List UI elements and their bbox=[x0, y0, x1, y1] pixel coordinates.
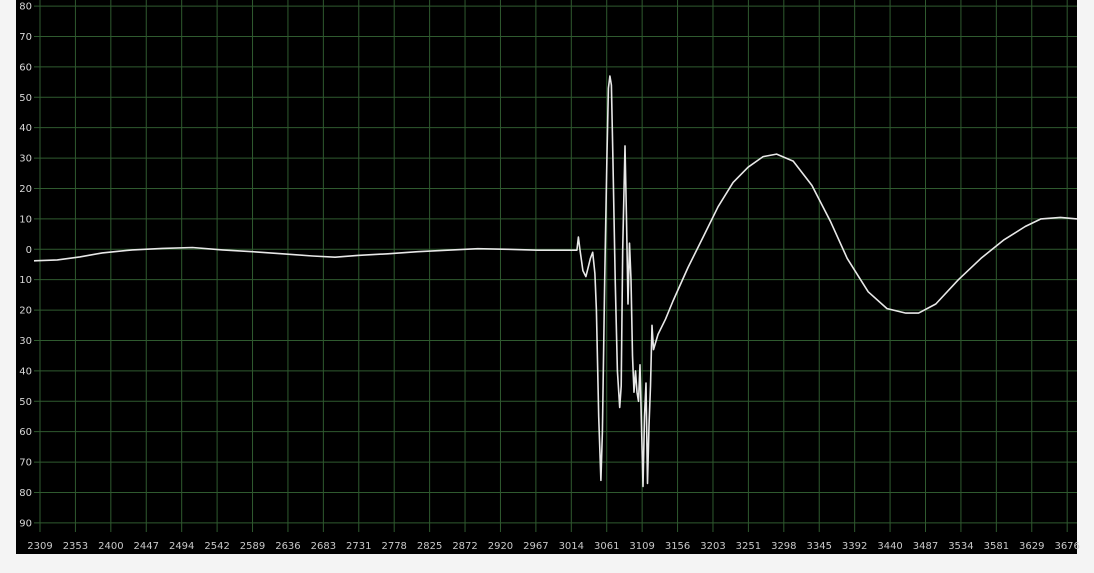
x-tick-label: 2542 bbox=[204, 541, 229, 552]
x-tick-label: 2967 bbox=[523, 541, 548, 552]
x-tick-label: 3440 bbox=[877, 541, 902, 552]
y-axis-ticks: 80 70 60 50 40 30 20 10 0 10 20 30 40 50 60 70 80 90 bbox=[19, 2, 32, 530]
grid bbox=[34, 0, 1077, 532]
x-tick-label: 3156 bbox=[665, 541, 690, 552]
series-line bbox=[33, 75, 1078, 488]
y-tick-label: 40 bbox=[19, 366, 32, 377]
y-tick-label: 0 bbox=[26, 245, 32, 256]
x-axis-ticks: 2309 2353 2400 2447 2494 2542 2589 2636 2683 2731… bbox=[27, 541, 1080, 552]
x-tick-label: 3109 bbox=[629, 541, 654, 552]
plot-background bbox=[16, 0, 1077, 532]
x-axis-band bbox=[16, 532, 1077, 554]
x-tick-label: 3581 bbox=[984, 541, 1009, 552]
x-tick-label: 2400 bbox=[98, 541, 123, 552]
x-tick-label: 3629 bbox=[1019, 541, 1044, 552]
y-tick-label: 40 bbox=[19, 123, 32, 134]
x-tick-label: 3203 bbox=[700, 541, 725, 552]
x-tick-label: 2731 bbox=[346, 541, 371, 552]
x-tick-label: 3345 bbox=[807, 541, 832, 552]
y-tick-label: 50 bbox=[19, 397, 32, 408]
x-tick-label: 3534 bbox=[948, 541, 973, 552]
x-tick-label: 3487 bbox=[913, 541, 938, 552]
x-tick-label: 2447 bbox=[134, 541, 159, 552]
x-tick-label: 2353 bbox=[63, 541, 88, 552]
y-tick-label: 20 bbox=[19, 306, 32, 317]
y-tick-label: 10 bbox=[19, 214, 32, 225]
y-tick-label: 10 bbox=[19, 275, 32, 286]
x-tick-label: 2872 bbox=[452, 541, 477, 552]
x-tick-label: 2589 bbox=[240, 541, 265, 552]
x-tick-label: 2636 bbox=[275, 541, 300, 552]
y-tick-label: 60 bbox=[19, 427, 32, 438]
x-tick-label: 2309 bbox=[27, 541, 52, 552]
y-tick-label: 90 bbox=[19, 518, 32, 529]
y-tick-label: 30 bbox=[19, 154, 32, 165]
y-tick-label: 70 bbox=[19, 32, 32, 43]
x-tick-label: 2778 bbox=[381, 541, 406, 552]
x-tick-label: 2494 bbox=[169, 541, 194, 552]
y-tick-label: 80 bbox=[19, 2, 32, 13]
x-tick-label: 3061 bbox=[594, 541, 619, 552]
y-tick-label: 30 bbox=[19, 336, 32, 347]
x-tick-label: 3251 bbox=[736, 541, 761, 552]
y-tick-label: 20 bbox=[19, 184, 32, 195]
y-tick-label: 80 bbox=[19, 488, 32, 499]
x-tick-label: 2825 bbox=[417, 541, 442, 552]
x-tick-label: 3298 bbox=[771, 541, 796, 552]
x-tick-label: 2683 bbox=[311, 541, 336, 552]
y-tick-label: 60 bbox=[19, 62, 32, 73]
y-tick-label: 50 bbox=[19, 93, 32, 104]
x-tick-label: 3014 bbox=[559, 541, 584, 552]
x-tick-label: 2920 bbox=[488, 541, 513, 552]
x-tick-label: 3392 bbox=[842, 541, 867, 552]
x-tick-label: 3676 bbox=[1054, 541, 1079, 552]
y-tick-label: 70 bbox=[19, 458, 32, 469]
